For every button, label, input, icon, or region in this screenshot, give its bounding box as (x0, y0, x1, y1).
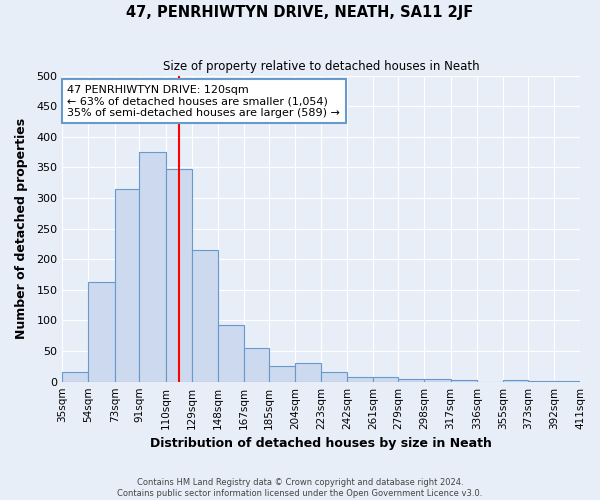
Bar (115, 189, 139, 382)
Bar (218, 324, 244, 382)
X-axis label: Distribution of detached houses by size in Neath: Distribution of detached houses by size … (150, 437, 492, 450)
Text: 47, PENRHIWTYN DRIVE, NEATH, SA11 2JF: 47, PENRHIWTYN DRIVE, NEATH, SA11 2JF (127, 5, 473, 20)
Bar (88, 282, 115, 382)
Bar (62, 372, 88, 382)
Bar (295, 364, 321, 382)
Bar (269, 366, 295, 382)
Bar (139, 152, 166, 382)
Bar (398, 378, 424, 382)
Title: Size of property relative to detached houses in Neath: Size of property relative to detached ho… (163, 60, 479, 73)
Bar (451, 380, 477, 382)
Bar (192, 250, 218, 382)
Bar (347, 377, 373, 382)
Bar (373, 377, 398, 382)
Text: Contains HM Land Registry data © Crown copyright and database right 2024.
Contai: Contains HM Land Registry data © Crown c… (118, 478, 482, 498)
Text: 47 PENRHIWTYN DRIVE: 120sqm
← 63% of detached houses are smaller (1,054)
35% of : 47 PENRHIWTYN DRIVE: 120sqm ← 63% of det… (67, 84, 340, 118)
Bar (554, 381, 580, 382)
Bar (503, 380, 527, 382)
Bar (166, 168, 192, 382)
Bar (527, 381, 554, 382)
Y-axis label: Number of detached properties: Number of detached properties (15, 118, 28, 339)
Bar (424, 379, 451, 382)
Bar (244, 348, 269, 382)
Bar (321, 372, 347, 382)
